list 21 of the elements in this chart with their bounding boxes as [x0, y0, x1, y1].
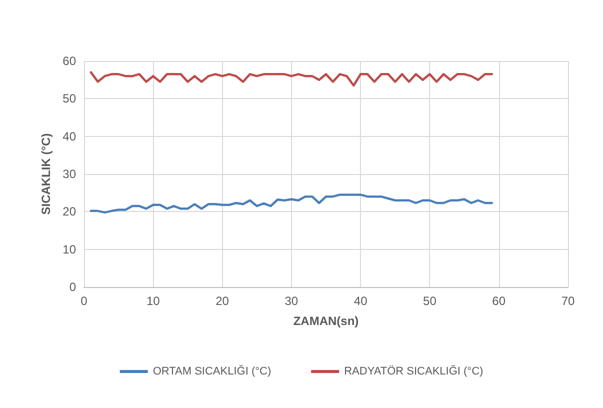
- x-tick-label: 50: [423, 294, 437, 308]
- y-axis-title: SICAKLIK (°C): [38, 133, 53, 215]
- y-tick-label: 20: [62, 204, 76, 219]
- y-tick-label: 60: [62, 54, 76, 68]
- x-axis-title: ZAMAN(sn): [293, 314, 359, 328]
- y-tick-label: 0: [69, 280, 76, 294]
- x-tick-label: 40: [354, 294, 368, 308]
- line-series: [90, 194, 494, 214]
- y-tick-label: 50: [62, 92, 76, 106]
- line-series: [90, 71, 494, 87]
- y-tick-label: 10: [62, 242, 76, 256]
- x-tick-label: 0: [80, 294, 88, 308]
- x-tick-label: 70: [561, 294, 575, 308]
- x-tick-label: 20: [216, 294, 230, 308]
- legend-label: RADYATÖR SICAKLIĞI (°C): [344, 364, 484, 378]
- legend-label: ORTAM SICAKLIĞI (°C): [152, 364, 272, 378]
- y-tick-label: 40: [62, 129, 76, 144]
- x-tick-label: 30: [284, 294, 298, 308]
- x-tick-label: 10: [146, 294, 160, 308]
- y-tick-label: 30: [62, 167, 76, 181]
- x-tick-label: 60: [492, 294, 506, 308]
